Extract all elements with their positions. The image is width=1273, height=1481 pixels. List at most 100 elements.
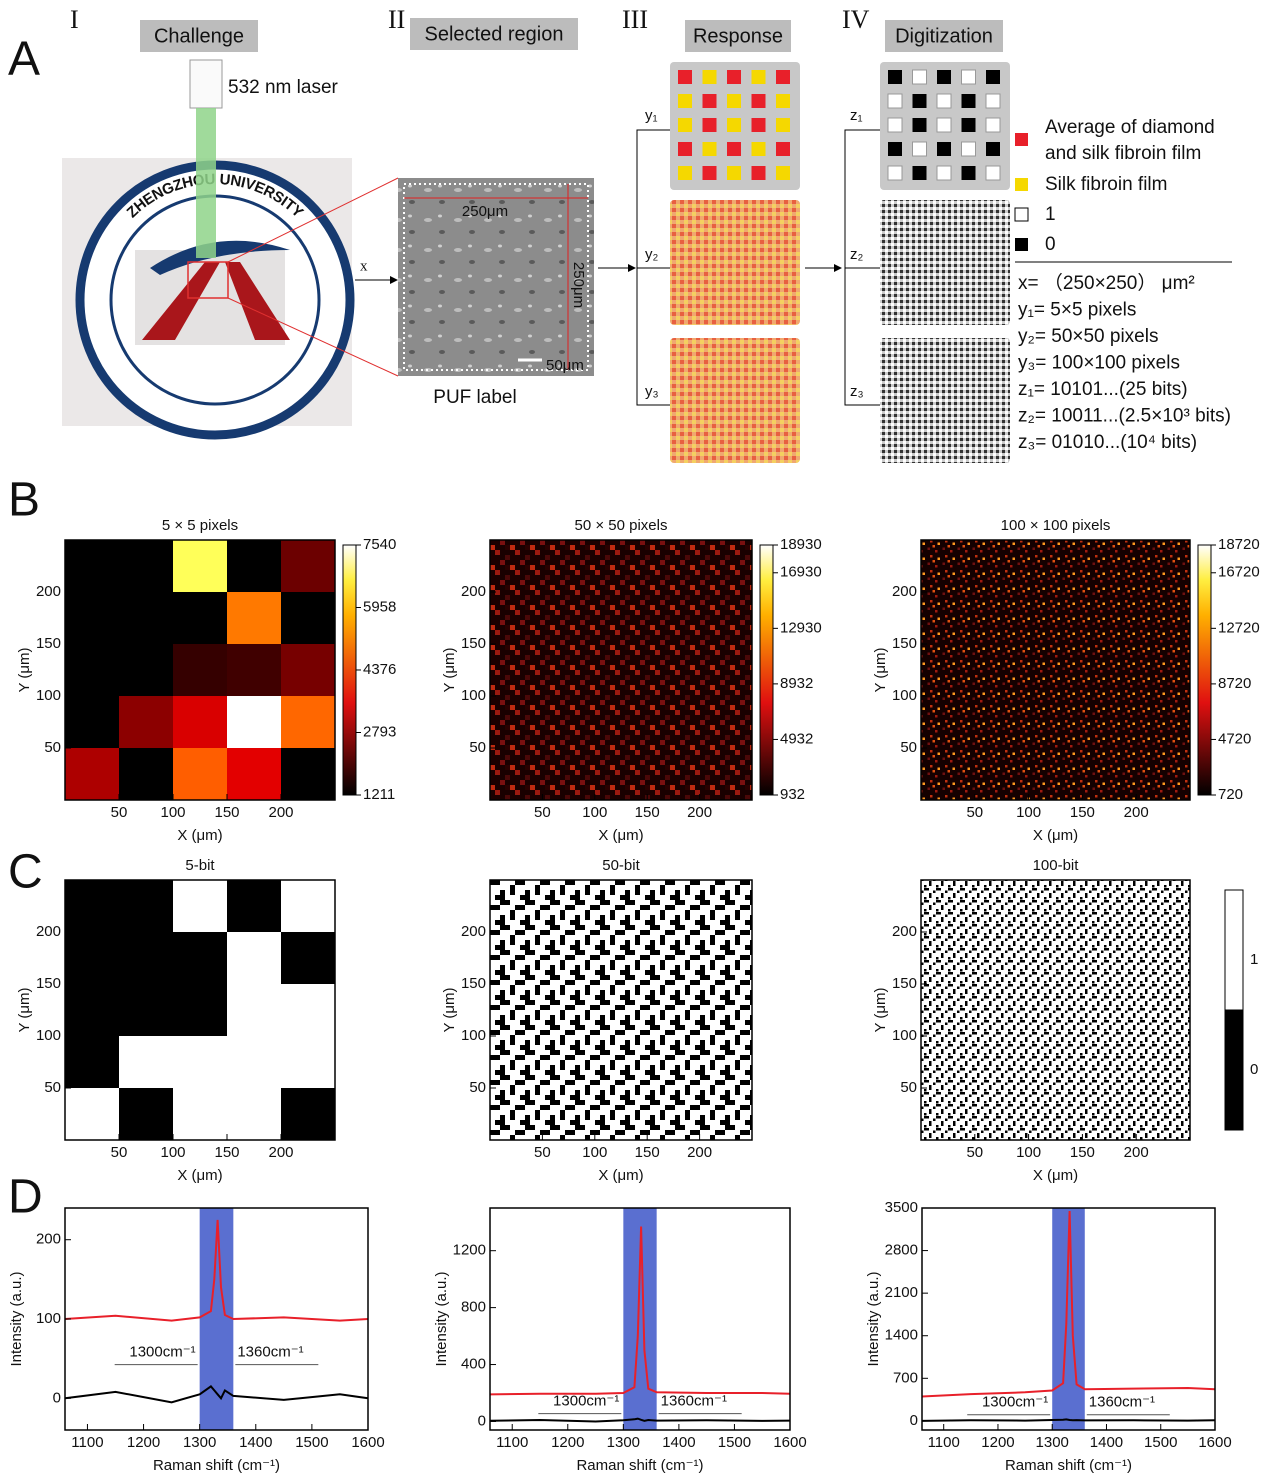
colorbar-label: 4932 xyxy=(780,730,813,747)
legend-text: and silk fibroin film xyxy=(1045,143,1201,164)
y-tick-label: 50 xyxy=(469,739,486,756)
plot-frame xyxy=(489,539,753,801)
definition: y₃= 100×100 pixels xyxy=(1018,353,1180,374)
heatmap-cell xyxy=(119,696,174,749)
sem-caption: PUF label xyxy=(433,387,516,408)
x-tick-label: 1400 xyxy=(662,1434,695,1451)
y-tick-label: 50 xyxy=(44,1079,61,1096)
heatmap-cell xyxy=(227,644,282,697)
colorbar-label: 1211 xyxy=(363,786,395,803)
colorbar-label: 18720 xyxy=(1218,536,1260,553)
y-tick-label: 50 xyxy=(900,739,917,756)
chart: 1300cm⁻¹ 1360cm⁻¹ 1100 1200 1300 1400 1500 1600… xyxy=(433,1207,807,1474)
legend-swatch xyxy=(1015,178,1028,191)
x-tick-label: 1300 xyxy=(1036,1434,1069,1451)
heatmap-cell xyxy=(281,932,336,985)
y-tick-label: 150 xyxy=(36,635,61,652)
plot-frame xyxy=(489,879,753,1141)
heatmap-cell xyxy=(281,984,336,1037)
colorbar-label: 16720 xyxy=(1218,564,1260,581)
plot-frame xyxy=(64,879,336,1141)
logo-shape xyxy=(142,262,220,340)
heatmap-cell xyxy=(227,1088,282,1141)
y-tick-label: 400 xyxy=(461,1356,486,1373)
x-tick-label: 100 xyxy=(582,1144,607,1161)
heatmap-cell xyxy=(65,1088,120,1141)
grid-cell xyxy=(702,118,717,132)
panel-label: A xyxy=(8,33,40,86)
dimension-label: 250μm xyxy=(462,203,508,220)
x-tick-label: 1600 xyxy=(351,1434,384,1451)
heatmap-cell xyxy=(65,644,120,697)
chart: 1300cm⁻¹ 1360cm⁻¹ 1100 1200 1300 1400 1500 1600… xyxy=(8,1207,385,1474)
y-axis-label: Y (μm) xyxy=(441,647,458,692)
spectrum xyxy=(921,1210,1216,1398)
grid-cell xyxy=(912,94,927,108)
x-axis-label: Raman shift (cm⁻¹) xyxy=(576,1457,703,1474)
x-tick-label: 1400 xyxy=(1090,1434,1123,1451)
grid-cell xyxy=(985,93,1001,109)
heatmap-cell xyxy=(173,592,228,645)
y-tick-label: 1400 xyxy=(885,1327,918,1344)
definition: y₂= 50×50 pixels xyxy=(1018,326,1158,347)
y-axis-label: Y (μm) xyxy=(872,647,889,692)
x-axis-label: Raman shift (cm⁻¹) xyxy=(153,1457,280,1474)
x-tick-label: 100 xyxy=(160,1144,185,1161)
colorbar-label: 8720 xyxy=(1218,675,1251,692)
x-tick-label: 1500 xyxy=(295,1434,328,1451)
legend-swatch xyxy=(1015,133,1028,146)
y-tick-label: 800 xyxy=(461,1299,486,1316)
arrow-head xyxy=(390,276,398,284)
heatmap-cell xyxy=(227,748,282,801)
x-tick-label: 50 xyxy=(966,1144,983,1161)
heatmap-cell xyxy=(173,984,228,1037)
map-image xyxy=(921,540,1190,800)
annotation: 1300cm⁻¹ xyxy=(553,1393,619,1410)
y-axis-label: Y (μm) xyxy=(872,987,889,1032)
step-number: I xyxy=(70,5,79,34)
x-tick-label: 100 xyxy=(160,804,185,821)
y-tick-label: 100 xyxy=(36,1027,61,1044)
grid-cell xyxy=(678,118,692,132)
x-tick-label: 200 xyxy=(268,804,293,821)
chart-title: 50-bit xyxy=(602,857,640,874)
y-axis-label: Intensity (a.u.) xyxy=(433,1271,450,1366)
grid-cell xyxy=(776,118,790,132)
digit-label: z₂ xyxy=(850,246,864,263)
x-axis-label: X (μm) xyxy=(177,827,222,844)
grid-cell xyxy=(751,118,766,132)
zoom-line xyxy=(227,297,399,377)
x-tick-label: 1100 xyxy=(71,1434,103,1451)
y-tick-label: 0 xyxy=(478,1412,486,1429)
y-axis-label: Y (μm) xyxy=(16,647,33,692)
y-tick-label: 200 xyxy=(36,1231,61,1248)
heatmap-cell xyxy=(281,1088,336,1141)
grid-cell xyxy=(888,142,902,156)
panel-label: C xyxy=(8,846,43,899)
response-label: y₂ xyxy=(645,246,659,263)
x-tick-label: 1600 xyxy=(1198,1434,1231,1451)
heatmap-cell xyxy=(173,696,228,749)
plot-frame xyxy=(921,1207,1216,1431)
grid-cell xyxy=(751,70,766,84)
map-image xyxy=(490,880,752,1140)
x-axis-label: X (μm) xyxy=(177,1167,222,1184)
step-title: Selected region xyxy=(425,23,564,45)
step-number: II xyxy=(388,5,405,34)
heatmap-cell xyxy=(227,696,282,749)
zoom-line xyxy=(227,177,399,263)
definition: z₃= 01010...(10⁴ bits) xyxy=(1018,432,1197,453)
grid-cell xyxy=(985,117,1001,133)
panel-label: D xyxy=(8,1171,43,1224)
heatmap-cell xyxy=(281,696,336,749)
response-map xyxy=(670,200,800,325)
response-label: y₃ xyxy=(645,383,659,400)
x-tick-label: 1200 xyxy=(981,1434,1014,1451)
grid-cell xyxy=(678,94,692,108)
grid-cell xyxy=(887,117,903,133)
grid-cell xyxy=(961,69,976,85)
step-box xyxy=(885,20,1003,52)
digit-label: z₃ xyxy=(850,383,864,400)
heatmap-cell xyxy=(227,592,282,645)
